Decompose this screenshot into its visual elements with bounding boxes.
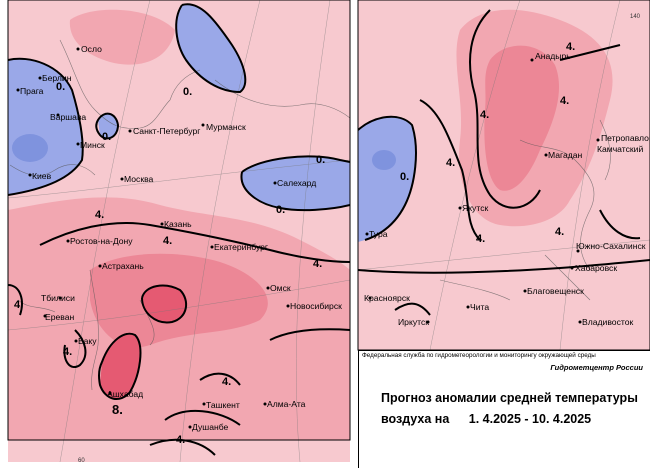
city-moscow: Москва (124, 174, 154, 184)
city-murmansk: Мурманск (206, 122, 246, 132)
iso-label-4: 4. (313, 258, 322, 270)
city-petropavlovsk: Петропавловск (601, 133, 650, 143)
isoline-values-west: 0. 0. 0. 0. 0. 4. 4. 4. 4. 4. 4. 8. 4. (14, 81, 325, 446)
lon-tick-label: 60 (78, 458, 85, 464)
city-irkutsk: Иркутск (398, 317, 429, 327)
anomaly-core-8-ashgabat (100, 333, 141, 400)
city-ashgabat: Ашхабад (107, 389, 143, 399)
isolines-west (8, 3, 350, 456)
date-from: 1. 4.2025 (468, 412, 521, 426)
city-minsk: Минск (80, 140, 105, 150)
iso-label-0: 0. (316, 154, 325, 166)
cold-anomaly-minsk (98, 113, 118, 139)
iso-label-0: 0. (56, 81, 65, 93)
city-dushanbe: Душанбе (192, 422, 229, 432)
city-rostov: Ростов-на-Дону (70, 236, 133, 246)
lon-tick-label-east: 140 (630, 14, 641, 20)
forecast-period: воздуха на 1. 4.2025 - 10. 4.2025 (381, 412, 591, 426)
iso-label-8: 8. (112, 402, 123, 417)
forecast-info-panel: Федеральная служба по гидрометеорологии … (358, 350, 650, 468)
center-name: Гидрометцентр России (550, 363, 643, 372)
iso-label-4: 4. (446, 157, 455, 169)
city-oslo: Осло (81, 44, 102, 54)
warm-anomaly-medium-north (69, 9, 175, 65)
isoline-values-east: 4. 4. 4. 4. 4. 4. 0. (400, 41, 575, 245)
graticule-west (8, 0, 350, 462)
forecast-title: Прогноз аномалии средней температуры (381, 391, 638, 405)
city-kamchatsky: Камчатский (597, 144, 643, 154)
west-map: Осло Берлин Прага Варшава Минск Мурманск… (0, 0, 350, 464)
city-tbilisi: Тбилиси (41, 293, 75, 303)
iso-label-4: 4. (95, 209, 104, 221)
lat-tick-label: 50 (0, 199, 7, 205)
city-vladivostok: Владивосток (582, 317, 634, 327)
iso-label-4: 4. (163, 235, 172, 247)
west-map-frame (7, 0, 351, 441)
city-markers-west (16, 47, 290, 429)
city-almaty: Алма-Ата (267, 399, 306, 409)
iso-label-4: 4. (222, 376, 231, 388)
city-tura: Тура (369, 229, 388, 239)
city-kazan: Казань (164, 219, 192, 229)
city-warsaw: Варшава (50, 112, 86, 122)
iso-label-0: 0. (400, 171, 409, 183)
city-novosibirsk: Новосибирск (290, 301, 342, 311)
iso-label-0: 0. (276, 204, 285, 216)
city-yuzhno-sakhalinsk: Южно-Сахалинск (576, 241, 646, 251)
city-magadan: Магадан (548, 150, 583, 160)
city-st-petersburg: Санкт-Петербург (133, 126, 200, 136)
city-yerevan: Ереван (45, 312, 75, 322)
city-blagoveshchensk: Благовещенск (527, 286, 584, 296)
anomaly-core-8-astrakhan (142, 285, 187, 323)
iso-label-4: 4. (63, 346, 72, 358)
city-tashkent: Ташкент (206, 400, 240, 410)
city-berlin: Берлин (42, 73, 72, 83)
city-anadyr: Анадырь (535, 51, 571, 61)
city-kiev: Киев (32, 171, 52, 181)
cold-core-europe (12, 134, 48, 162)
coastlines-east (439, 119, 611, 301)
iso-label-4: 4. (476, 233, 485, 245)
date-separator: - (524, 412, 529, 426)
iso-label-4: 4. (555, 226, 564, 238)
iso-label-4: 4. (14, 299, 23, 311)
city-labels-west: Осло Берлин Прага Варшава Минск Мурманск… (20, 44, 342, 432)
iso-label-0: 0. (183, 86, 192, 98)
agency-name: Федеральная служба по гидрометеорологии … (362, 352, 596, 359)
city-markers-east (365, 58, 600, 324)
cold-core-tura (372, 150, 396, 170)
city-prague: Прага (20, 86, 44, 96)
iso-label-4: 4. (560, 95, 569, 107)
iso-label-4: 4. (566, 41, 575, 53)
date-to: 10. 4.2025 (532, 412, 592, 426)
city-baku: Баку (78, 336, 97, 346)
city-astrakhan: Астрахань (102, 261, 144, 271)
city-khabarovsk: Хабаровск (575, 263, 617, 273)
period-prefix: воздуха на (381, 412, 450, 426)
warm-anomaly-core-east (484, 45, 560, 191)
city-salekhard: Салехард (277, 178, 316, 188)
city-omsk: Омск (270, 283, 291, 293)
isolines-east (358, 9, 650, 316)
coastlines-west (9, 39, 350, 391)
iso-label-0: 0. (102, 131, 111, 143)
city-ekaterinburg: Екатеринбург (214, 242, 268, 252)
city-krasnoyarsk: Красноярск (364, 293, 410, 303)
iso-label-4: 4. (480, 109, 489, 121)
city-labels-east: Анадырь Петропавловск Камчатский Магадан… (364, 51, 650, 327)
east-map: Анадырь Петропавловск Камчатский Магадан… (358, 0, 650, 350)
cold-anomaly-salekhard (241, 156, 350, 211)
city-chita: Чита (470, 302, 489, 312)
city-yakutsk: Якутск (462, 203, 488, 213)
cold-anomaly-murmansk (176, 4, 246, 93)
